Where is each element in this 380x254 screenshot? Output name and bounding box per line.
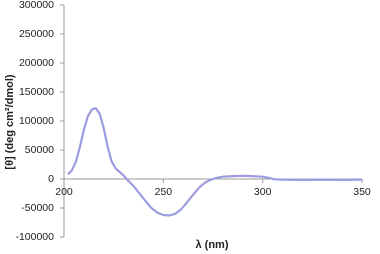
y-tick-label: 200000 [19, 57, 54, 69]
y-tick-label: 250000 [19, 28, 54, 40]
y-axis-label: [θ] (deg cm²/dmol) [4, 74, 16, 169]
x-tick-label: 200 [55, 186, 73, 198]
y-tick-label: 100000 [19, 115, 54, 127]
x-tick-label: 350 [353, 186, 371, 198]
y-tick-label: 50000 [25, 144, 54, 156]
y-tick-label: -100000 [15, 231, 54, 243]
y-tick-label: 0 [48, 173, 54, 185]
x-tick-label: 300 [254, 186, 272, 198]
y-tick-label: 150000 [19, 86, 54, 98]
x-axis-label: λ (nm) [196, 239, 229, 251]
y-tick-label: -50000 [21, 202, 54, 214]
x-tick-label: 250 [155, 186, 173, 198]
y-tick-label: 300000 [19, 0, 54, 11]
data-line [67, 107, 363, 217]
